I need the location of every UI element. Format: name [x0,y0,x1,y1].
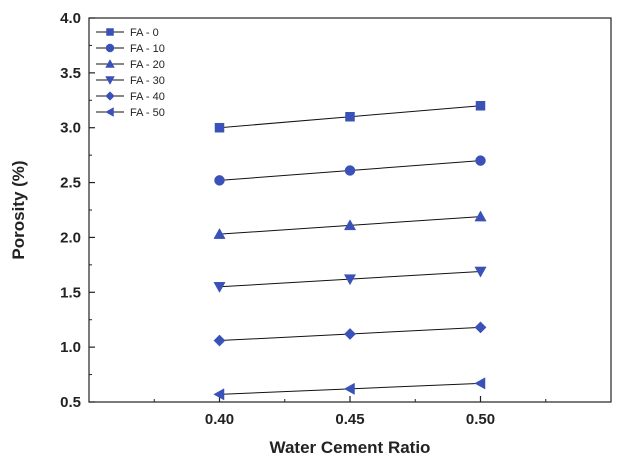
data-point [214,175,225,186]
data-point [343,219,357,231]
series-fa50 [213,377,486,401]
data-point [474,210,487,222]
legend-marker [105,76,115,85]
legend-label: FA - 0 [130,27,159,39]
data-point [474,266,487,278]
legend-entry: FA - 10 [96,43,165,55]
data-point [474,377,486,390]
legend-entry: FA - 0 [96,27,159,39]
x-tick-label: 0.45 [335,411,364,428]
data-point [344,327,356,340]
data-point [475,155,486,166]
legend-label: FA - 30 [130,75,165,87]
series-layer [213,101,487,401]
plot-area-frame [88,17,612,403]
y-tick-label: 0.5 [60,394,81,411]
legend-entry: FA - 50 [96,107,165,119]
legend-marker [105,91,115,101]
legend-label: FA - 50 [130,107,165,119]
y-tick-label: 3.0 [60,120,81,137]
y-tick-label: 1.0 [60,339,81,356]
legend-entry: FA - 20 [96,59,165,71]
legend-marker [105,43,115,53]
data-point [474,321,487,334]
x-axis-title: Water Cement Ratio [270,438,431,457]
data-point [475,101,486,111]
data-point [213,282,226,293]
series-fa20 [213,210,487,239]
y-tick-label: 3.5 [60,65,81,82]
series-fa30 [213,266,487,293]
data-point [214,122,225,133]
series-fa40 [213,321,487,347]
data-point [344,165,356,176]
series-fa0 [214,101,486,133]
x-tick-label: 0.50 [466,411,495,428]
data-point [213,334,226,347]
x-tick-label: 0.40 [205,411,234,428]
legend-label: FA - 40 [130,91,165,103]
y-tick-label: 1.5 [60,284,81,301]
data-point [343,274,357,286]
y-axis-title: Porosity (%) [9,160,28,259]
series-fa10 [214,155,486,186]
data-point [213,388,225,401]
y-tick-label: 4.0 [60,10,81,27]
y-tick-label: 2.0 [60,229,81,246]
data-point [213,227,226,239]
legend-entry: FA - 40 [96,91,165,103]
data-point [343,382,355,395]
legend-label: FA - 20 [130,59,165,71]
legend: FA - 0 FA - 10 FA - 20 FA - 30 FA - 40 FA - 5… [96,27,165,119]
axes-layer: 0.5 1.0 1.5 2.0 2.5 3.0 3.5 4.0 0.40 0.45 0.50 [60,10,547,428]
data-point [345,111,355,122]
legend-label: FA - 10 [130,43,165,55]
legend-marker [105,59,115,68]
legend-marker [106,28,114,36]
legend-marker [105,107,114,117]
y-tick-label: 2.5 [60,175,81,192]
legend-entry: FA - 30 [96,75,165,87]
